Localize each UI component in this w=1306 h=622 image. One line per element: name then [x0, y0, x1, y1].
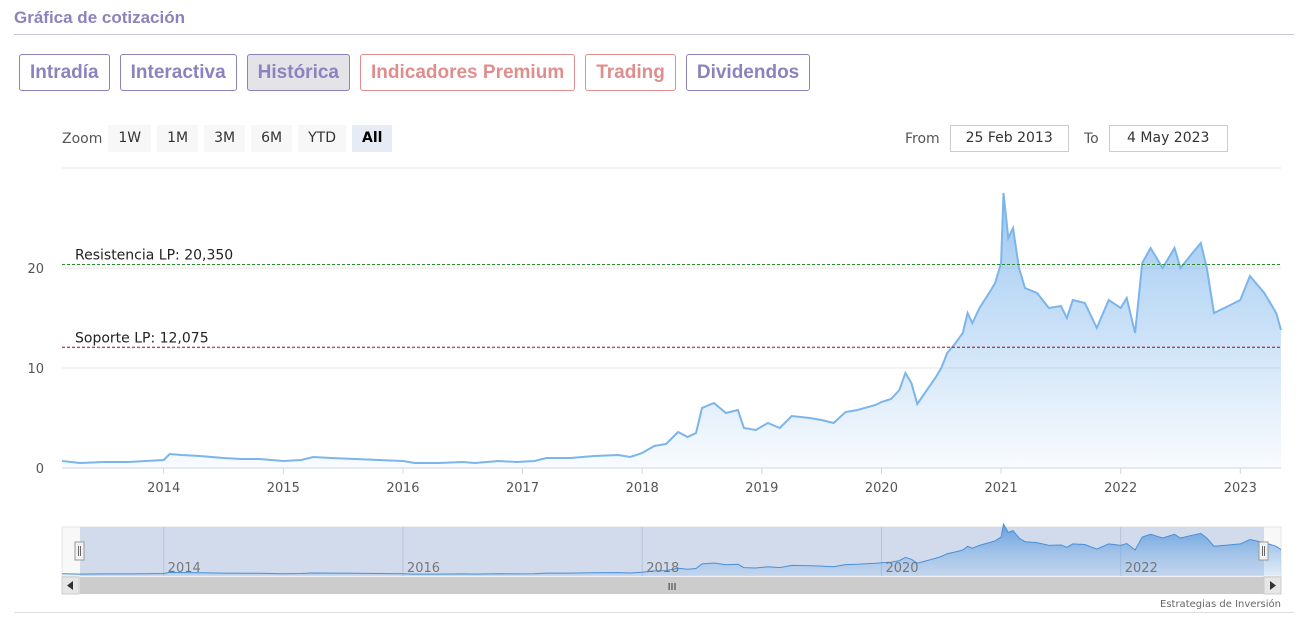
y-tick-label: 10 [27, 362, 44, 377]
scrollbar-grip: III [668, 582, 677, 593]
x-tick-label: 2015 [267, 481, 300, 496]
from-date-input[interactable]: 25 Feb 2013 [949, 125, 1069, 152]
x-tick-label: 2019 [745, 481, 778, 496]
x-tick-label: 2022 [1104, 481, 1137, 496]
tab-intradia[interactable]: Intradía [19, 54, 110, 91]
scroll-left-button[interactable] [61, 576, 80, 595]
y-tick-label: 0 [36, 462, 44, 477]
chart-credit: Estrategias de Inversión [1160, 598, 1281, 610]
tab-trading[interactable]: Trading [585, 54, 676, 91]
zoom-ytd-button[interactable]: YTD [298, 125, 346, 152]
zoom-6m-button[interactable]: 6M [251, 125, 293, 152]
navigator-year-label: 2014 [168, 561, 201, 576]
scrollbar: III [61, 576, 1282, 595]
x-tick-label: 2021 [985, 481, 1018, 496]
scroll-left-arrow-icon [67, 581, 73, 590]
x-tick-label: 2017 [506, 481, 539, 496]
tab-dividendos[interactable]: Dividendos [685, 54, 811, 91]
x-tick-label: 2014 [147, 481, 180, 496]
page-title: Gráfica de cotización [14, 8, 185, 27]
price-line [61, 192, 1282, 465]
date-range-from: From 25 Feb 2013 [905, 125, 1069, 152]
navigator: 2014 2016 2018 2020 2022 [61, 522, 1282, 577]
date-range-to: To 4 May 2023 [1084, 125, 1228, 152]
navigator-year-label: 2022 [1125, 561, 1158, 576]
chart-tabs: Intradía Interactiva Histórica Indicador… [19, 54, 811, 91]
from-label: From [905, 130, 940, 147]
zoom-3m-button[interactable]: 3M [204, 125, 246, 152]
x-tick-label: 2016 [386, 481, 419, 496]
navigator-line [61, 522, 1282, 575]
footer-divider [14, 612, 1294, 613]
zoom-selector: Zoom 1W 1M 3M 6M YTD All [62, 125, 398, 152]
navigator-background [61, 526, 1282, 577]
navigator-left-handle[interactable] [74, 541, 85, 561]
navigator-year-label: 2018 [646, 561, 679, 576]
zoom-1m-button[interactable]: 1M [157, 125, 199, 152]
to-label: To [1084, 130, 1099, 147]
tab-interactiva[interactable]: Interactiva [119, 54, 237, 91]
scroll-right-button[interactable] [1263, 576, 1282, 595]
scroll-right-arrow-icon [1270, 581, 1276, 590]
title-divider [14, 34, 1294, 35]
navigator-mask [80, 527, 1264, 576]
zoom-1w-button[interactable]: 1W [108, 125, 152, 152]
annotation-label: Soporte LP: 12,075 [75, 330, 209, 346]
y-tick-label: 20 [27, 262, 44, 277]
annotation-label: Resistencia LP: 20,350 [75, 248, 233, 264]
tab-indicadores-premium[interactable]: Indicadores Premium [359, 54, 576, 91]
tab-historica[interactable]: Histórica [246, 54, 350, 91]
zoom-all-button[interactable]: All [352, 125, 393, 152]
zoom-label: Zoom [62, 130, 103, 147]
navigator-year-label: 2016 [407, 561, 440, 576]
x-tick-label: 2020 [865, 481, 898, 496]
x-tick-label: 2018 [626, 481, 659, 496]
to-date-input[interactable]: 4 May 2023 [1108, 125, 1228, 152]
navigator-right-handle[interactable] [1258, 541, 1269, 561]
scrollbar-thumb[interactable] [80, 577, 1264, 594]
navigator-area [62, 524, 1281, 575]
scrollbar-track[interactable] [62, 577, 1281, 594]
navigator-year-label: 2020 [885, 561, 918, 576]
x-tick-label: 2023 [1224, 481, 1257, 496]
price-area [62, 193, 1281, 468]
